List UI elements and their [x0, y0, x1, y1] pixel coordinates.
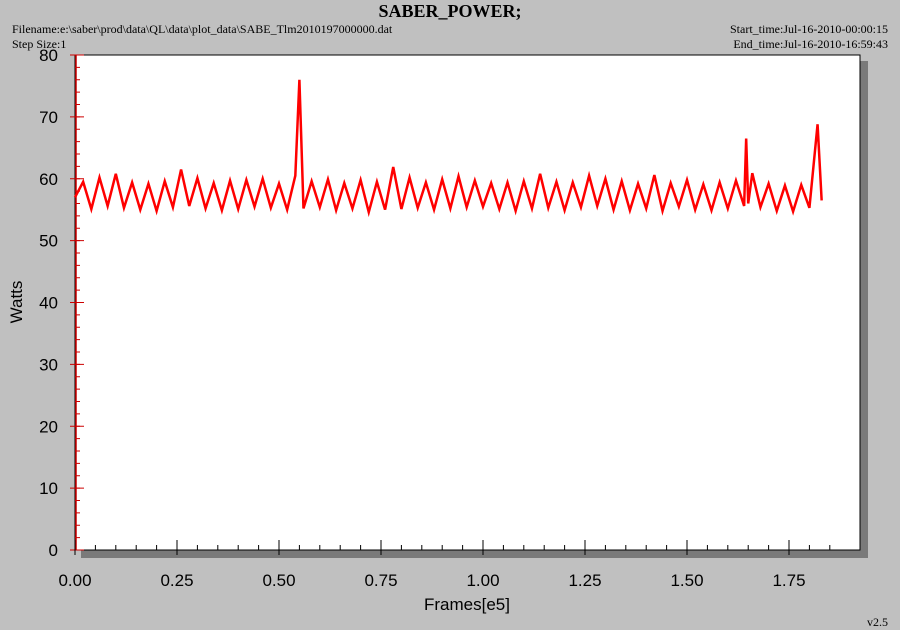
plot-area [74, 54, 861, 551]
x-axis-label: Frames[e5] [424, 595, 510, 614]
y-tick-label: 60 [39, 170, 58, 189]
start-time: Start_time:Jul-16-2010-00:00:15 [730, 22, 888, 36]
step-size: Step Size:1 [12, 37, 66, 51]
y-tick-label: 30 [39, 355, 58, 374]
chart-title: SABER_POWER; [378, 1, 521, 21]
x-tick-label: 0.75 [364, 571, 397, 590]
y-tick-label: 80 [39, 46, 58, 65]
x-tick-label: 1.00 [466, 571, 499, 590]
x-tick-label: 1.75 [772, 571, 805, 590]
x-tick-label: 0.00 [58, 571, 91, 590]
y-tick-label: 0 [49, 541, 58, 560]
x-tick-label: 1.50 [670, 571, 703, 590]
y-tick-label: 20 [39, 417, 58, 436]
x-tick-label: 0.50 [262, 571, 295, 590]
x-tick-label: 1.25 [568, 571, 601, 590]
version: v2.5 [867, 615, 888, 629]
filename: Filename:e:\saber\prod\data\QL\data\plot… [12, 22, 393, 36]
y-axis-label: Watts [7, 281, 26, 324]
y-tick-label: 70 [39, 108, 58, 127]
y-tick-label: 50 [39, 232, 58, 251]
end-time: End_time:Jul-16-2010-16:59:43 [733, 37, 888, 51]
y-tick-label: 10 [39, 479, 58, 498]
data-line [73, 79, 823, 218]
x-tick-label: 0.25 [160, 571, 193, 590]
y-tick-label: 40 [39, 294, 58, 313]
